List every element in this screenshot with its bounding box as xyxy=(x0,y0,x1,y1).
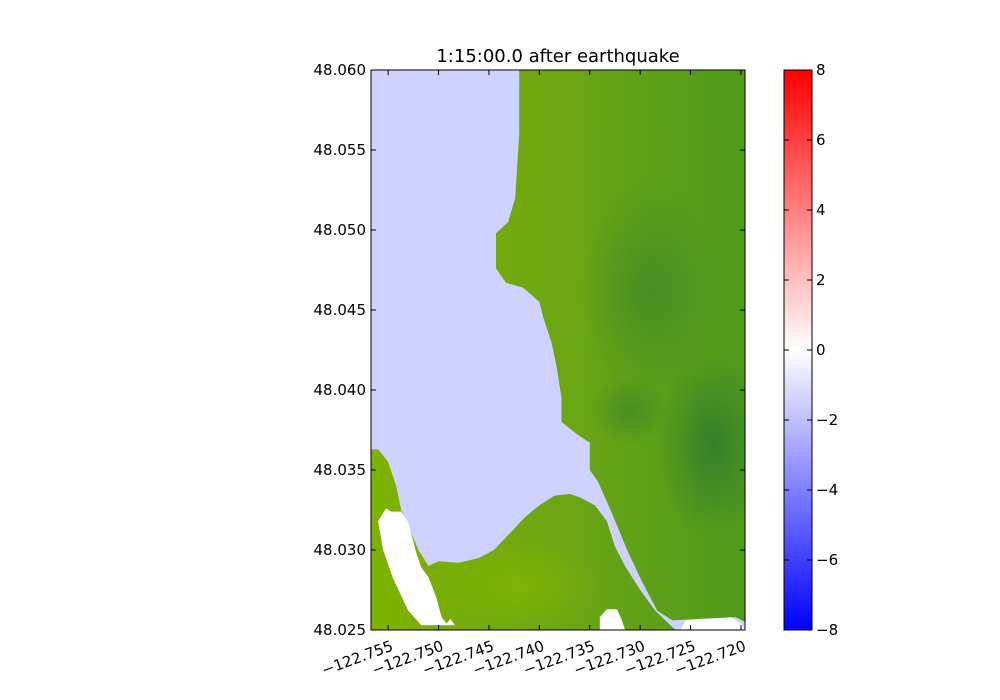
chart-title: 1:15:00.0 after earthquake xyxy=(436,46,679,67)
land-shading-dark-north xyxy=(580,180,720,400)
y-tick-label: 48.035 xyxy=(314,461,367,479)
dry-region-1 xyxy=(599,609,625,630)
land-shading-light-south xyxy=(440,540,600,630)
dry-region-2 xyxy=(680,617,745,630)
colorbar-tick-label: −8 xyxy=(816,621,838,639)
colorbar-tick-label: 6 xyxy=(816,131,826,149)
colorbar-tick-label: 4 xyxy=(816,201,826,219)
colorbar-tick-label: 0 xyxy=(816,341,826,359)
y-tick-label: 48.025 xyxy=(314,621,367,639)
y-tick-label: 48.030 xyxy=(314,541,367,559)
colorbar-tick-label: 2 xyxy=(816,271,826,289)
y-tick-label: 48.040 xyxy=(314,381,367,399)
y-tick-label: 48.055 xyxy=(314,141,367,159)
colorbar-tick-label: 8 xyxy=(816,61,826,79)
y-tick-label: 48.060 xyxy=(314,61,367,79)
y-tick-label: 48.045 xyxy=(314,301,367,319)
land-shading-dark-east xyxy=(657,350,745,540)
colorbar-tick-label: −6 xyxy=(816,551,838,569)
plot-area xyxy=(371,70,745,630)
y-tick-label: 48.050 xyxy=(314,221,367,239)
colorbar-axis: 8 6 4 2 0 −2 −4 −6 −8 xyxy=(784,61,838,639)
y-axis: 48.025 48.030 48.035 48.040 48.045 48.050 48.0… xyxy=(314,61,745,639)
map-layers xyxy=(371,70,745,630)
dry-region-0 xyxy=(378,508,455,626)
water-region xyxy=(371,70,745,630)
plot-frame xyxy=(370,69,746,631)
colorbar-tick-label: −2 xyxy=(816,411,838,429)
colorbar-tick-label: −4 xyxy=(816,481,838,499)
land-shading-dark-center xyxy=(590,375,670,445)
